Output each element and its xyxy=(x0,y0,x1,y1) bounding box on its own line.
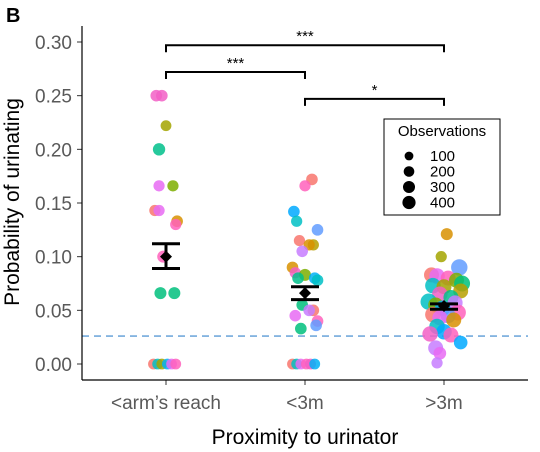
data-point xyxy=(443,327,459,343)
legend-label: 100 xyxy=(430,148,455,165)
significance-label: *** xyxy=(296,28,314,45)
data-point xyxy=(153,180,165,192)
data-point xyxy=(311,224,324,236)
y-axis-ticks: 0.00 0.05 0.10 0.15 0.20 0.25 0.30 xyxy=(35,33,82,376)
data-point xyxy=(435,251,447,263)
x-axis-title: Proximity to urinator xyxy=(212,426,399,449)
data-point xyxy=(422,326,438,342)
data-point xyxy=(170,358,182,370)
x-tick-label: <3m xyxy=(286,393,324,414)
data-point xyxy=(156,89,168,102)
legend-box xyxy=(383,118,501,216)
data-point xyxy=(168,287,181,300)
data-point xyxy=(453,335,468,350)
data-point xyxy=(296,245,309,258)
y-tick-label: 0.25 xyxy=(35,87,72,108)
data-point xyxy=(291,215,303,227)
data-point xyxy=(160,120,172,132)
mean-se-markers xyxy=(152,242,458,313)
data-point xyxy=(167,180,179,192)
data-point xyxy=(440,228,453,241)
data-point xyxy=(170,218,182,231)
legend-marker xyxy=(404,151,414,161)
legend-label: 200 xyxy=(430,164,455,181)
legend-label: 400 xyxy=(430,195,455,212)
mean-marker xyxy=(299,287,311,300)
y-tick-label: 0.05 xyxy=(35,301,72,322)
data-point xyxy=(292,272,304,284)
legend-title: Observations xyxy=(398,123,486,140)
data-point xyxy=(153,204,165,217)
data-point xyxy=(310,319,322,332)
x-axis-ticks: <arm’s reach <3m >3m xyxy=(111,380,463,414)
significance-label: *** xyxy=(227,55,245,72)
data-point xyxy=(299,180,311,192)
y-tick-label: 0.20 xyxy=(35,140,72,161)
data-points xyxy=(148,89,471,370)
data-point xyxy=(309,358,321,370)
data-point xyxy=(446,312,462,328)
y-tick-label: 0.10 xyxy=(35,248,72,269)
data-point xyxy=(433,346,447,360)
legend-marker xyxy=(402,180,416,194)
mean-marker xyxy=(160,250,172,263)
significance-bracket xyxy=(304,97,445,106)
data-point xyxy=(154,287,167,300)
data-point xyxy=(289,309,302,322)
data-point xyxy=(303,304,315,317)
data-point xyxy=(152,143,166,156)
mean-marker xyxy=(438,300,450,313)
y-tick-label: 0.15 xyxy=(35,194,72,215)
significance-bracket xyxy=(165,44,445,53)
legend-label: 300 xyxy=(430,179,455,196)
data-point xyxy=(311,274,324,287)
x-tick-label: >3m xyxy=(425,393,463,414)
significance-label: * xyxy=(372,82,378,99)
x-tick-label: <arm’s reach xyxy=(111,393,221,414)
legend-marker xyxy=(403,166,415,177)
data-point xyxy=(431,357,443,369)
data-point xyxy=(288,205,300,218)
y-axis-title: Probability of urinating xyxy=(1,98,24,306)
panel-label: B xyxy=(6,5,20,27)
significance-brackets: ******* xyxy=(165,28,445,106)
y-tick-label: 0.00 xyxy=(35,355,72,376)
data-point xyxy=(293,234,306,247)
legend-marker xyxy=(402,195,416,210)
y-tick-label: 0.30 xyxy=(35,33,72,54)
significance-bracket xyxy=(165,71,306,80)
data-point xyxy=(295,322,307,335)
data-point xyxy=(451,259,468,276)
